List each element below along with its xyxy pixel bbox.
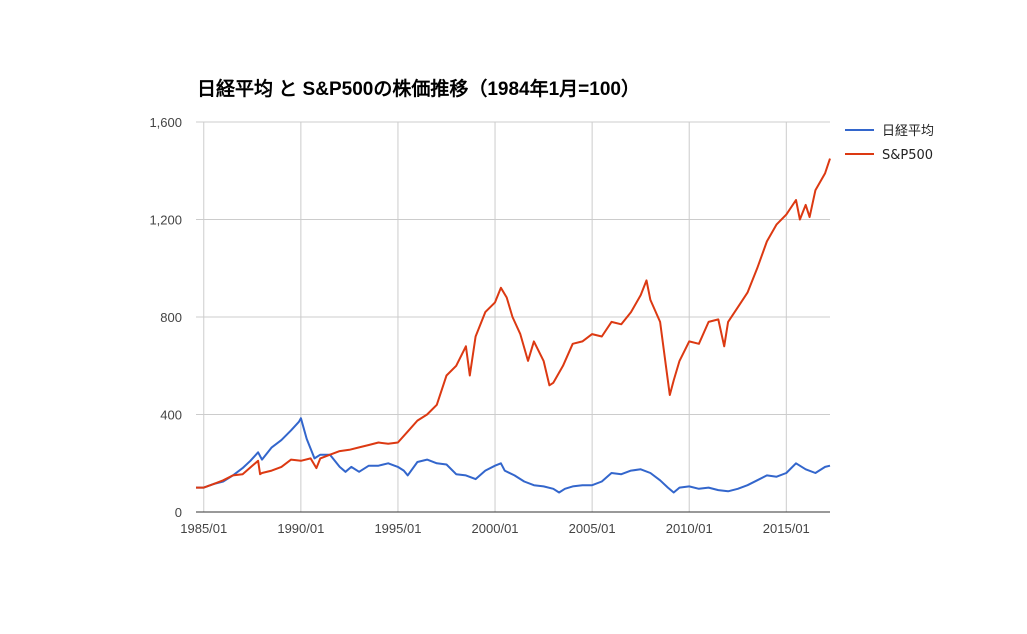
x-tick-label: 2000/01 <box>472 521 519 536</box>
chart-title: 日経平均 と S&P500の株価推移（1984年1月=100） <box>197 79 640 100</box>
y-tick-label: 1,200 <box>149 213 182 228</box>
series-line-nikkei <box>196 417 831 494</box>
y-tick-label: 1,600 <box>149 115 182 130</box>
x-tick-label: 1995/01 <box>374 521 421 536</box>
x-tick-label: 1990/01 <box>277 521 324 536</box>
legend: 日経平均 S&P500 <box>845 124 934 163</box>
series-lines <box>196 158 831 494</box>
series-line-sp500 <box>196 158 831 489</box>
x-tick-label: 2005/01 <box>569 521 616 536</box>
x-tick-label: 2010/01 <box>666 521 713 536</box>
legend-label: 日経平均 <box>882 124 934 139</box>
x-tick-label: 2015/01 <box>763 521 810 536</box>
x-tick-label: 1985/01 <box>180 521 227 536</box>
tick-labels: 0 400 800 1,200 1,600 1985/01 1990/01 1995/01 20… <box>149 115 809 536</box>
y-tick-label: 0 <box>175 505 182 520</box>
y-tick-label: 800 <box>160 310 182 325</box>
legend-label: S&P500 <box>882 148 933 163</box>
y-tick-label: 400 <box>160 408 182 423</box>
